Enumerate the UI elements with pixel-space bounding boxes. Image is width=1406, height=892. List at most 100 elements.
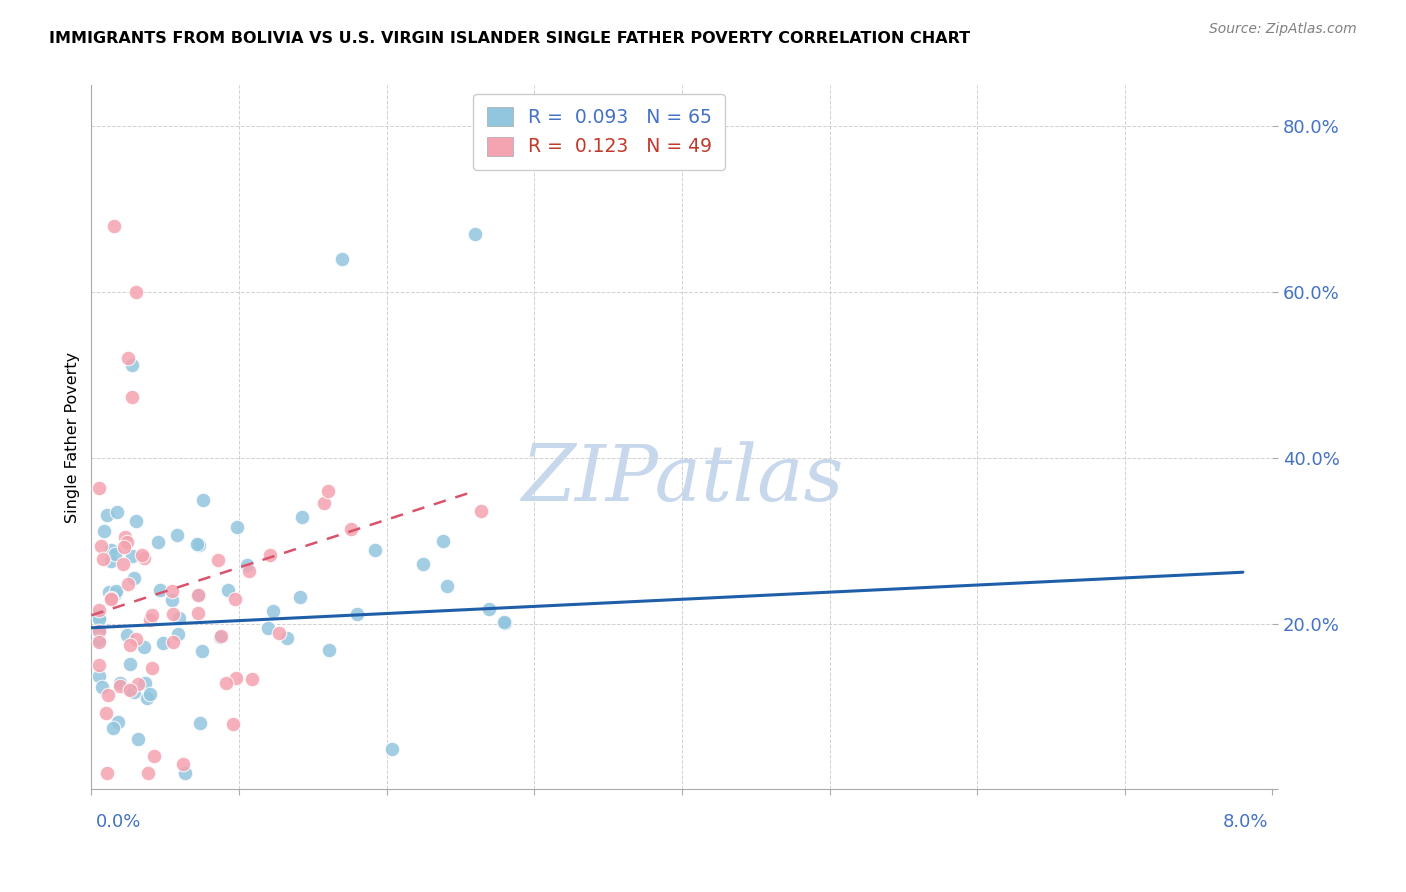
Point	[104, 548, 127, 562]
Point	[134, 551, 156, 566]
Point	[149, 583, 172, 598]
Point	[208, 630, 231, 644]
Point	[312, 496, 335, 510]
Point	[114, 531, 136, 545]
Point	[256, 622, 278, 636]
Point	[100, 543, 122, 558]
Point	[236, 558, 259, 572]
Point	[209, 629, 232, 643]
Point	[122, 685, 145, 699]
Point	[94, 706, 117, 720]
Point	[142, 748, 165, 763]
Point	[225, 520, 247, 534]
Point	[91, 681, 114, 695]
Point	[117, 351, 139, 366]
Point	[91, 552, 114, 566]
Point	[87, 609, 110, 624]
Point	[432, 533, 454, 548]
Point	[100, 553, 122, 567]
Point	[104, 583, 127, 598]
Point	[152, 636, 174, 650]
Point	[412, 557, 434, 571]
Point	[105, 505, 128, 519]
Point	[103, 219, 125, 233]
Point	[494, 615, 516, 630]
Point	[103, 721, 125, 735]
Point	[160, 584, 183, 599]
Point	[224, 592, 246, 607]
Point	[115, 628, 138, 642]
Point	[464, 227, 486, 241]
Point	[136, 765, 159, 780]
Point	[332, 252, 354, 266]
Point	[215, 675, 238, 690]
Point	[131, 548, 153, 562]
Point	[120, 683, 142, 698]
Point	[135, 691, 157, 706]
Point	[240, 672, 263, 686]
Point	[364, 543, 387, 558]
Point	[318, 642, 340, 657]
Point	[124, 571, 146, 585]
Point	[172, 756, 194, 771]
Point	[186, 537, 208, 551]
Text: 0.0%: 0.0%	[96, 813, 141, 830]
Point	[478, 602, 501, 616]
Point	[112, 540, 135, 554]
Text: ZIPatlas: ZIPatlas	[520, 442, 844, 517]
Point	[87, 481, 110, 495]
Point	[470, 503, 492, 517]
Point	[118, 638, 141, 652]
Point	[162, 607, 184, 622]
Point	[127, 677, 149, 691]
Point	[276, 631, 298, 645]
Point	[87, 612, 110, 626]
Point	[96, 765, 118, 780]
Point	[87, 624, 110, 638]
Point	[96, 508, 118, 522]
Point	[188, 538, 211, 552]
Point	[117, 577, 139, 591]
Point	[340, 522, 363, 536]
Point	[87, 657, 110, 672]
Point	[436, 579, 458, 593]
Point	[87, 603, 110, 617]
Point	[134, 676, 156, 690]
Point	[139, 613, 162, 627]
Point	[492, 615, 515, 629]
Point	[187, 606, 209, 620]
Point	[267, 626, 290, 640]
Point	[93, 524, 115, 538]
Text: 8.0%: 8.0%	[1223, 813, 1268, 830]
Point	[89, 669, 111, 683]
Point	[124, 514, 146, 528]
Point	[141, 608, 163, 623]
Point	[121, 549, 143, 564]
Point	[104, 587, 127, 601]
Point	[167, 611, 190, 625]
Point	[124, 285, 148, 299]
Point	[191, 492, 214, 507]
Point	[288, 591, 311, 605]
Point	[191, 644, 214, 658]
Point	[118, 682, 141, 697]
Point	[111, 557, 134, 571]
Point	[97, 688, 120, 702]
Y-axis label: Single Father Poverty: Single Father Poverty	[65, 351, 80, 523]
Point	[107, 714, 129, 729]
Point	[141, 661, 163, 675]
Text: IMMIGRANTS FROM BOLIVIA VS U.S. VIRGIN ISLANDER SINGLE FATHER POVERTY CORRELATIO: IMMIGRANTS FROM BOLIVIA VS U.S. VIRGIN I…	[49, 31, 970, 46]
Point	[87, 635, 110, 649]
Point	[115, 535, 138, 549]
Point	[90, 539, 112, 553]
Point	[167, 627, 190, 641]
Point	[316, 483, 339, 498]
Text: Source: ZipAtlas.com: Source: ZipAtlas.com	[1209, 22, 1357, 37]
Point	[162, 634, 184, 648]
Point	[217, 583, 239, 598]
Point	[100, 591, 122, 605]
Point	[381, 742, 404, 756]
Point	[121, 358, 143, 372]
Point	[87, 626, 110, 640]
Legend: R =  0.093   N = 65, R =  0.123   N = 49: R = 0.093 N = 65, R = 0.123 N = 49	[474, 95, 725, 169]
